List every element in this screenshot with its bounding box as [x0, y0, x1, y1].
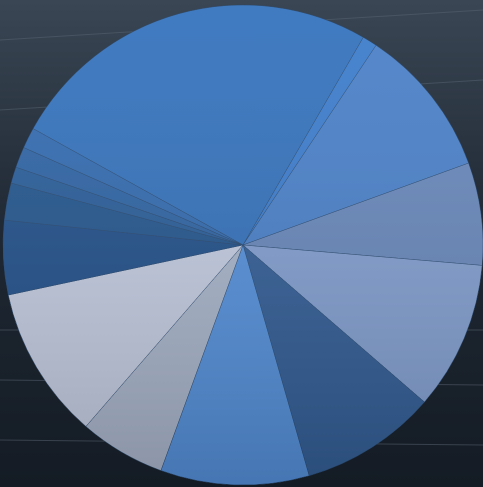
pie [2, 4, 483, 486]
